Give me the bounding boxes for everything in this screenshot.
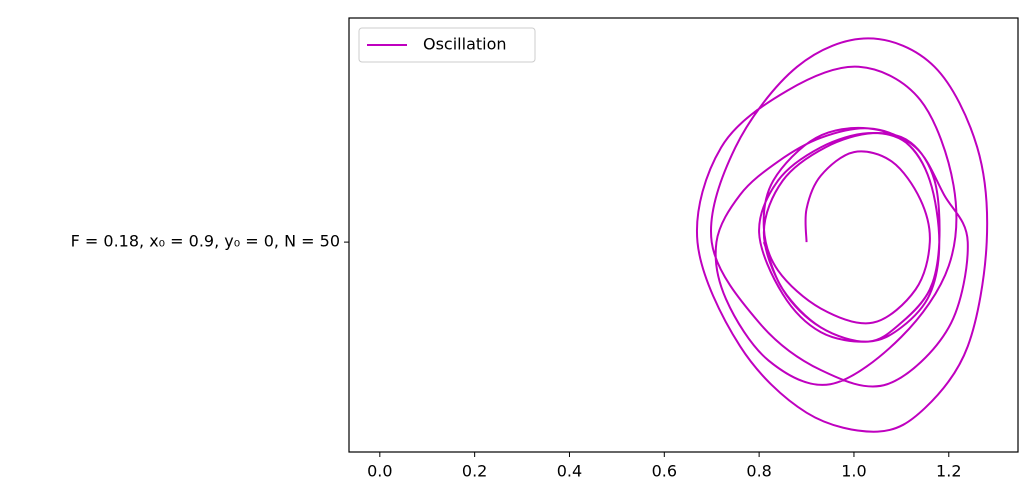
series-line bbox=[695, 37, 989, 433]
legend: Oscillation bbox=[358, 27, 536, 63]
axes-frame bbox=[348, 17, 1019, 453]
legend-label: Oscillation bbox=[423, 35, 507, 54]
x-tick-label: 0.6 bbox=[652, 462, 677, 481]
x-tick-label: 1.2 bbox=[936, 462, 961, 481]
x-tick-label: 1.0 bbox=[841, 462, 866, 481]
x-tick-label: 0.8 bbox=[746, 462, 771, 481]
x-tick-label: 0.2 bbox=[462, 462, 487, 481]
x-tick-label: 0.0 bbox=[367, 462, 392, 481]
x-tick-label: 0.4 bbox=[557, 462, 582, 481]
legend-box bbox=[358, 27, 536, 63]
y-tick-label: F = 0.18, x₀ = 0.9, y₀ = 0, N = 50 bbox=[71, 232, 340, 251]
